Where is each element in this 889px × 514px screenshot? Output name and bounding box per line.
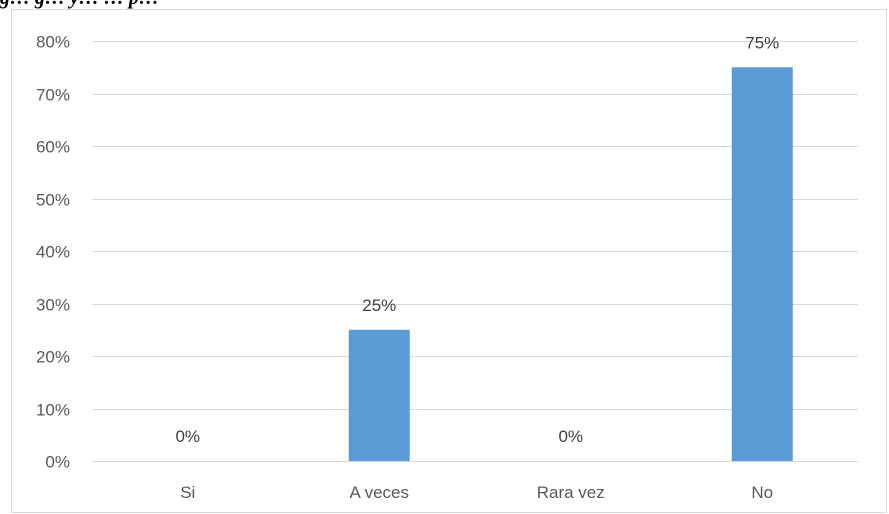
y-tick-label: 20% — [36, 348, 70, 367]
data-label: 75% — [745, 33, 779, 52]
x-category-label: No — [751, 483, 773, 502]
x-category-label: A veces — [349, 483, 409, 502]
y-tick-label: 40% — [36, 243, 70, 262]
x-category-label: Rara vez — [537, 483, 605, 502]
data-label: 25% — [362, 296, 396, 315]
y-tick-label: 0% — [45, 453, 70, 472]
y-tick-label: 80% — [36, 33, 70, 52]
chart-border — [11, 9, 887, 513]
y-tick-label: 50% — [36, 191, 70, 210]
data-label: 0% — [175, 427, 200, 446]
bar — [348, 329, 410, 461]
y-tick-label: 30% — [36, 296, 70, 315]
cut-off-title: g… g… y… … p… — [0, 0, 159, 10]
x-category-label: Si — [180, 483, 195, 502]
y-tick-label: 70% — [36, 86, 70, 105]
bar — [731, 67, 793, 461]
title-fragment: g… g… y… … p… — [0, 0, 159, 9]
y-tick-label: 60% — [36, 138, 70, 157]
data-label: 0% — [558, 427, 583, 446]
y-tick-label: 10% — [36, 401, 70, 420]
